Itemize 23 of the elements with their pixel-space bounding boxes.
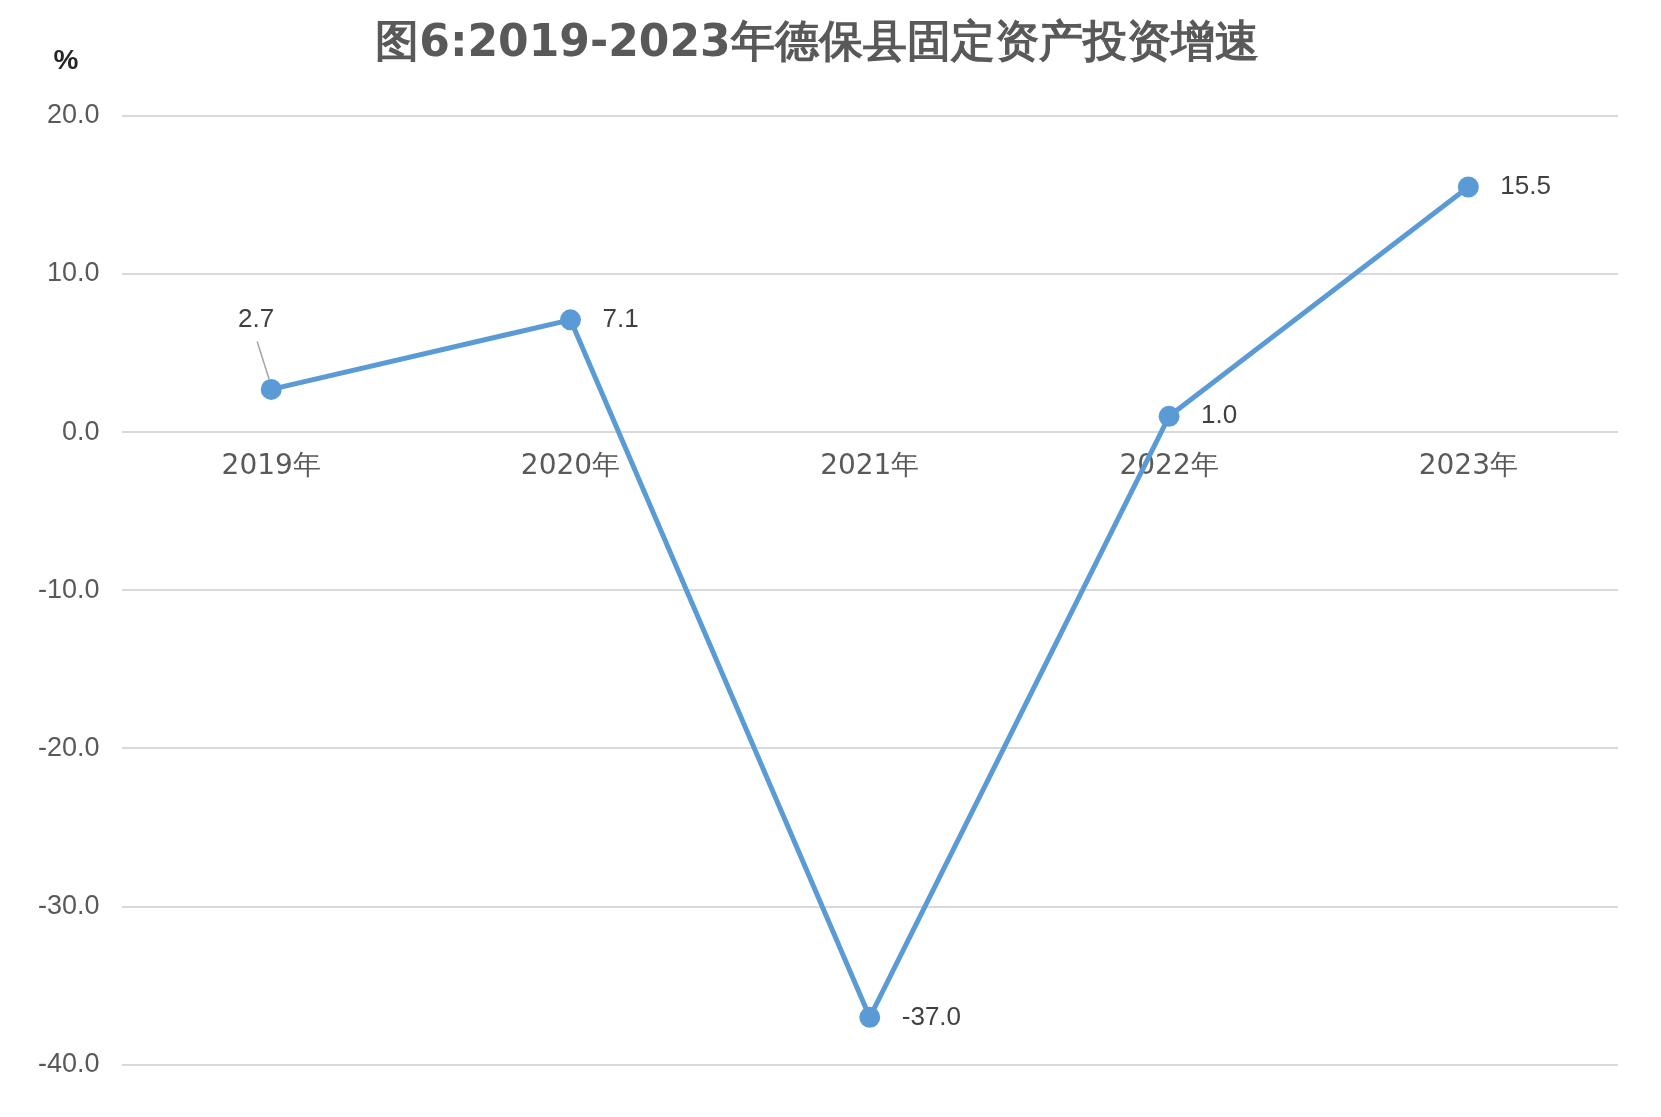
y-tick-label: -20.0 bbox=[37, 731, 100, 762]
y-tick-label: -40.0 bbox=[37, 1048, 100, 1079]
y-axis-title: % bbox=[53, 43, 79, 75]
y-tick-label: -30.0 bbox=[37, 890, 100, 921]
data-label: 15.5 bbox=[1500, 170, 1551, 201]
x-tick-label: 2019年 bbox=[221, 448, 321, 482]
point bbox=[1158, 405, 1180, 427]
data-label: 2.7 bbox=[238, 302, 275, 333]
x-tick-label: 2021年 bbox=[820, 448, 920, 482]
data-label: 7.1 bbox=[602, 303, 639, 334]
data-label: -37.0 bbox=[901, 1000, 962, 1031]
y-tick-label: -10.0 bbox=[37, 573, 100, 604]
point bbox=[260, 378, 282, 400]
y-tick-label: 0.0 bbox=[61, 415, 100, 446]
data-label: 1.0 bbox=[1201, 399, 1238, 430]
point bbox=[1457, 176, 1479, 198]
point bbox=[859, 1006, 881, 1028]
point bbox=[559, 309, 581, 331]
x-tick-label: 2020年 bbox=[520, 448, 621, 482]
y-tick-label: 10.0 bbox=[46, 257, 100, 288]
x-tick-label: 2023年 bbox=[1418, 448, 1518, 482]
y-tick-label: 20.0 bbox=[46, 99, 100, 130]
chart-title: 图6:2019-2023年德保县固定资产投资增速 bbox=[375, 14, 1259, 66]
